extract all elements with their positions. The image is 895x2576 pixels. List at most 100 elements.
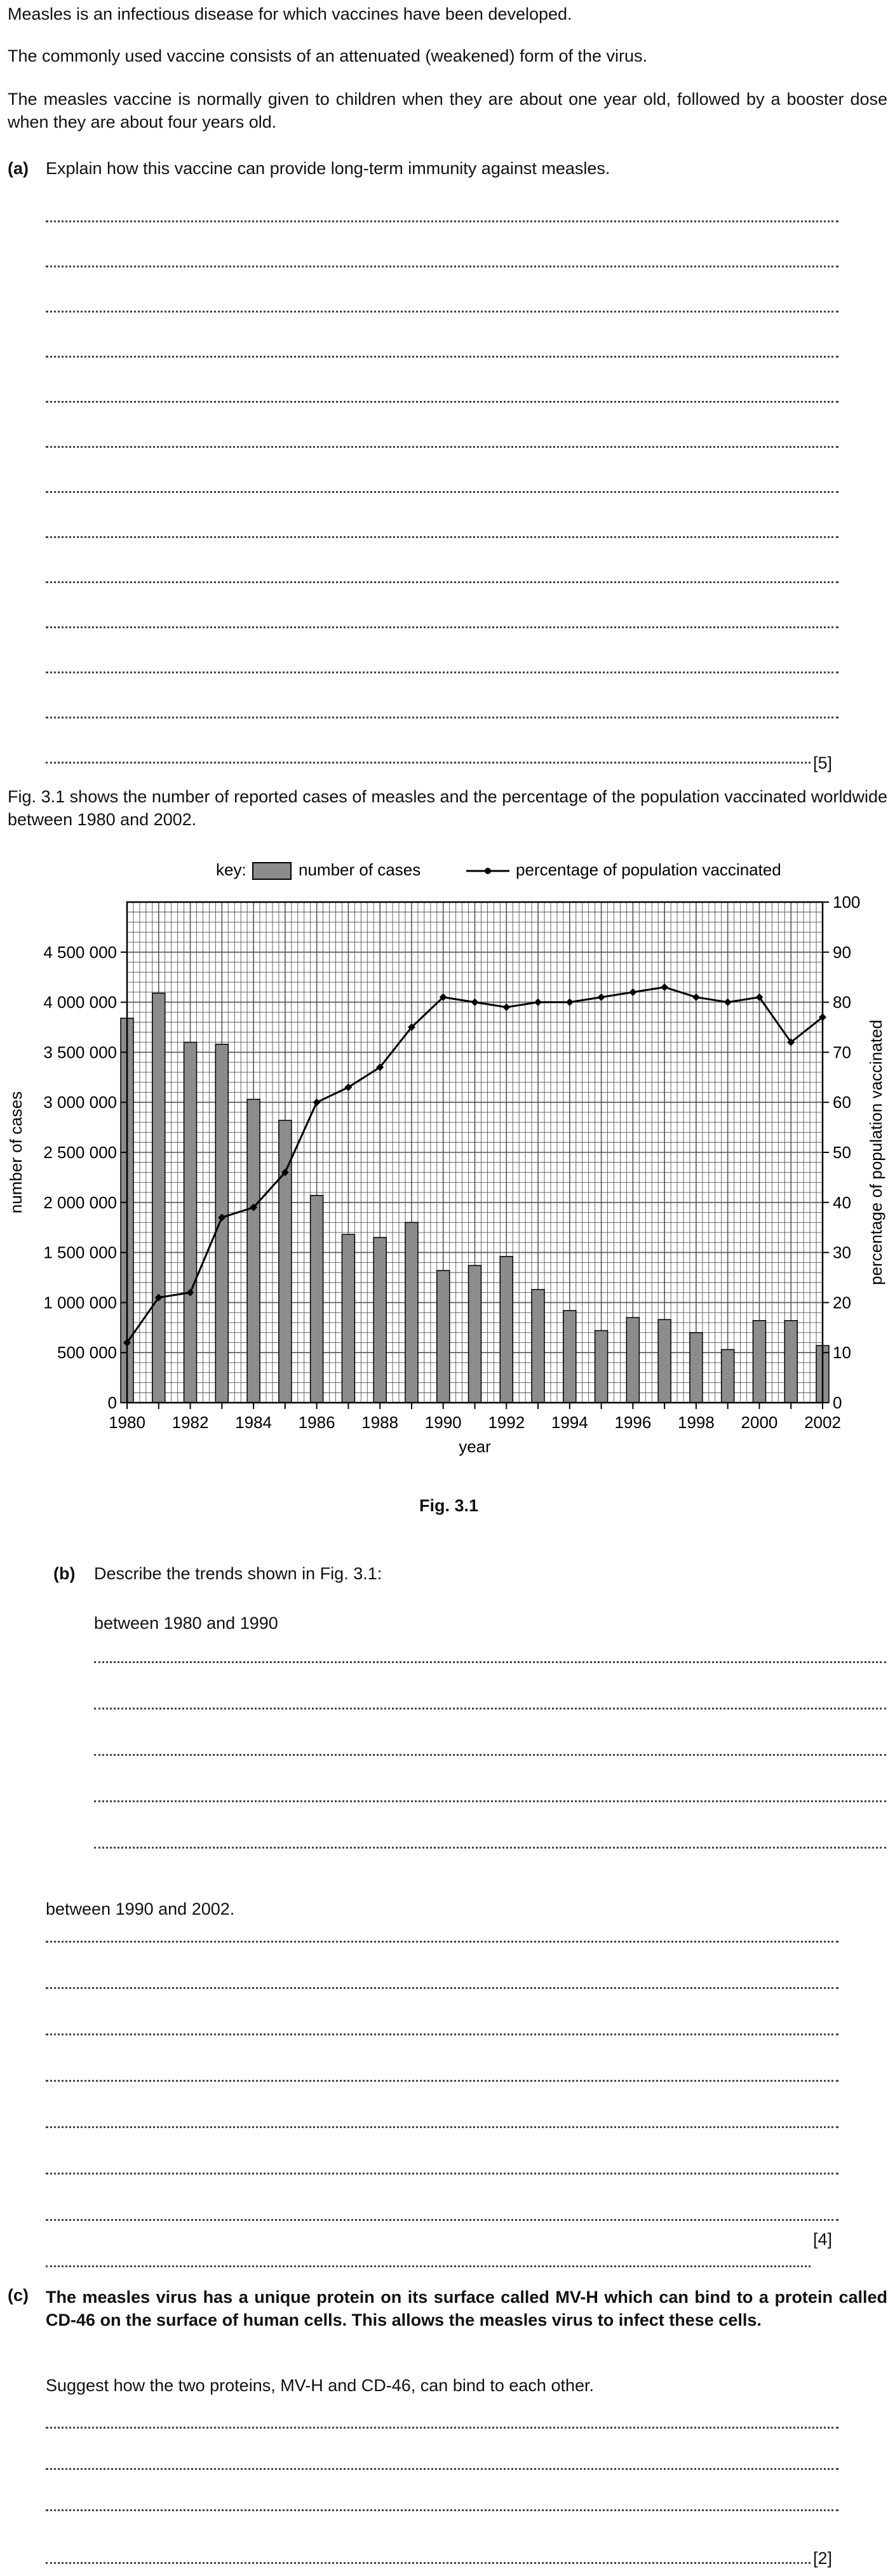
question-b-label: (b) [53,1564,76,1583]
point-vaccinated [154,1293,163,1302]
answer-line[interactable] [46,2219,838,2221]
bar-cases [152,992,166,1403]
answer-line[interactable] [46,717,838,718]
right-axis-tick-label: 90 [833,943,851,962]
bar-cases [436,1270,450,1403]
x-axis-tick-label: 1982 [172,1413,209,1432]
bar-cases [531,1289,545,1403]
question-b-text: Describe the trends shown in Fig. 3.1: [94,1564,382,1583]
point-vaccinated [376,1063,384,1072]
legend-key-label: key: [216,860,246,879]
left-axis-tick-label: 3 500 000 [43,1042,117,1062]
answer-line[interactable] [46,220,838,222]
right-axis-tick-label: 100 [833,893,860,912]
point-vaccinated [218,1213,226,1222]
answer-line[interactable] [94,1661,886,1663]
left-axis-label: number of cases [6,1091,25,1213]
answer-line[interactable] [46,2080,838,2082]
right-axis-tick-label: 80 [833,993,851,1012]
answer-line[interactable] [46,1941,838,1943]
x-axis-tick-label: 1990 [425,1413,462,1432]
answer-line[interactable] [46,2509,838,2511]
point-vaccinated [407,1023,415,1031]
question-a-label: (a) [8,159,29,178]
right-axis-tick-label: 40 [833,1193,851,1212]
point-vaccinated [629,988,637,996]
answer-line[interactable] [94,1708,886,1709]
answer-line[interactable] [46,762,811,764]
answer-line[interactable] [46,1987,838,1989]
left-axis-tick-label: 1 500 000 [43,1243,117,1262]
x-axis-label: year [459,1437,491,1456]
bar-cases [373,1237,387,1403]
point-vaccinated [565,998,574,1006]
answer-line[interactable] [94,1847,886,1849]
answer-line[interactable] [46,2427,838,2429]
answer-line[interactable] [46,2468,838,2470]
question-c-text: The measles virus has a unique protein o… [46,2288,887,2330]
answer-line[interactable] [46,581,838,583]
point-vaccinated [439,993,447,1001]
bar-cases [183,1041,198,1403]
bar-cases [468,1265,482,1403]
answer-line[interactable] [46,2126,838,2128]
right-axis-tick-label: 0 [833,1393,842,1412]
question-c-label: (c) [8,2286,29,2305]
answer-line[interactable] [94,1800,886,1802]
answer-line[interactable] [46,671,838,673]
answer-line[interactable] [46,401,838,403]
right-axis-tick-label: 50 [833,1143,851,1162]
chart-legend: key: number of cases percentage of popul… [216,860,781,880]
left-axis-tick-label: 4 000 000 [43,993,117,1012]
point-vaccinated [534,998,542,1006]
intro-paragraph-1: Measles is an infectious disease for whi… [8,4,572,24]
answer-line[interactable] [46,491,838,493]
figure-intro: Fig. 3.1 shows the number of reported ca… [8,787,887,829]
answer-line[interactable] [46,626,838,628]
answer-line[interactable] [46,311,838,313]
left-axis-tick-label: 1 000 000 [43,1293,117,1312]
answer-line[interactable] [46,2033,838,2035]
figure-caption: Fig. 3.1 [419,1496,479,1515]
legend-line-label: percentage of population vaccinated [516,860,781,879]
answer-line[interactable] [46,356,838,358]
point-vaccinated [755,993,764,1001]
answer-line[interactable] [46,266,838,267]
point-vaccinated [661,983,669,991]
answer-line[interactable] [46,2562,811,2564]
bar-cases [499,1256,514,1403]
measles-chart: key: number of cases percentage of popul… [6,860,885,1456]
x-axis-tick-label: 1992 [488,1413,525,1432]
point-vaccinated [186,1288,194,1297]
x-axis-tick-label: 1988 [361,1413,398,1432]
x-axis-tick-label: 1994 [551,1413,588,1432]
point-vaccinated [502,1003,511,1011]
bar-cases [626,1317,640,1403]
point-vaccinated [723,998,732,1006]
question-b-marks: [4] [813,2230,833,2249]
answer-line[interactable] [46,446,838,448]
right-axis-tick-label: 30 [833,1243,851,1262]
answer-line[interactable] [46,536,838,538]
answer-line[interactable] [46,2265,811,2267]
x-axis-tick-label: 1984 [235,1413,272,1432]
bar-cases [215,1044,229,1403]
right-axis-tick-label: 70 [833,1042,851,1062]
question-b-part1: between 1980 and 1990 [94,1614,278,1633]
x-axis-tick-label: 1980 [109,1413,145,1432]
left-axis-tick-label: 500 000 [57,1343,117,1362]
left-axis-tick-label: 0 [108,1393,117,1412]
right-axis-tick-label: 10 [833,1343,851,1362]
point-vaccinated [313,1098,321,1107]
left-axis-tick-label: 4 500 000 [43,943,117,962]
legend-bar-swatch [252,862,292,880]
x-axis-tick-label: 2002 [804,1413,841,1432]
question-a-text: Explain how this vaccine can provide lon… [46,159,610,178]
answer-line[interactable] [46,2173,838,2175]
right-axis-tick-label: 60 [833,1093,851,1112]
intro-paragraph-2: The commonly used vaccine consists of an… [8,46,648,65]
answer-line[interactable] [94,1754,886,1756]
bar-cases [689,1332,703,1403]
left-axis-tick-label: 2 500 000 [43,1143,117,1162]
point-vaccinated [787,1038,795,1046]
